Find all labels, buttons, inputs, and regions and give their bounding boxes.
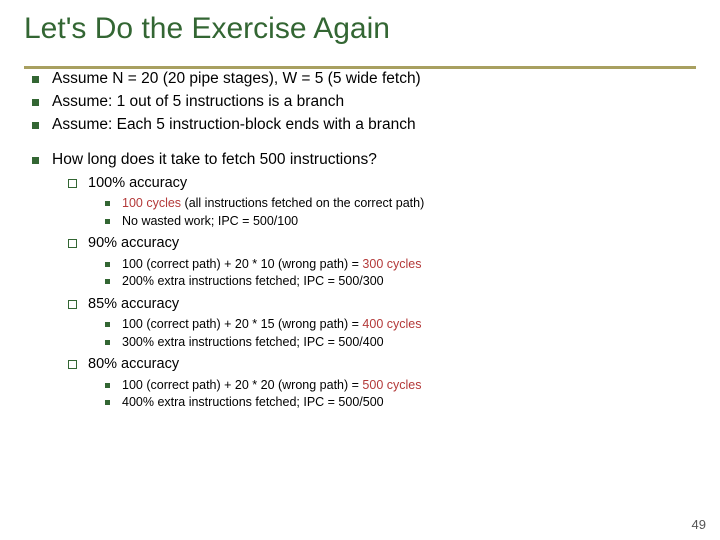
cycles-accent: 500 cycles (362, 378, 421, 392)
detail-pre: 100 (correct path) + 20 * 20 (wrong path… (122, 378, 362, 392)
spacer (26, 138, 696, 148)
case-label: 80% accuracy (88, 356, 179, 372)
case-item: 85% accuracy 100 (correct path) + 20 * 1… (62, 295, 696, 352)
cycles-accent: 400 cycles (362, 317, 421, 331)
slide-title: Let's Do the Exercise Again (24, 12, 696, 50)
cycles-accent: 300 cycles (362, 257, 421, 271)
page-number: 49 (692, 517, 706, 532)
detail-line: 100 (correct path) + 20 * 20 (wrong path… (98, 377, 696, 395)
assumption-item: Assume N = 20 (20 pipe stages), W = 5 (5… (26, 69, 696, 90)
case-label: 85% accuracy (88, 296, 179, 312)
question-text: How long does it take to fetch 500 instr… (52, 151, 377, 168)
assumption-item: Assume: Each 5 instruction-block ends wi… (26, 115, 696, 136)
content-list: Assume N = 20 (20 pipe stages), W = 5 (5… (24, 69, 696, 412)
cycles-accent: 100 cycles (122, 196, 181, 210)
case-label: 90% accuracy (88, 235, 179, 251)
detail-line: No wasted work; IPC = 500/100 (98, 213, 696, 231)
detail-pre: 100 (correct path) + 20 * 10 (wrong path… (122, 257, 362, 271)
detail-pre: 300% extra instructions fetched; IPC = 5… (122, 335, 384, 349)
question-item: How long does it take to fetch 500 instr… (26, 150, 696, 412)
detail-line: 100 cycles (all instructions fetched on … (98, 195, 696, 213)
detail-pre: 400% extra instructions fetched; IPC = 5… (122, 395, 384, 409)
case-item: 90% accuracy 100 (correct path) + 20 * 1… (62, 234, 696, 291)
case-details: 100 cycles (all instructions fetched on … (88, 195, 696, 230)
detail-line: 200% extra instructions fetched; IPC = 5… (98, 273, 696, 291)
cases-list: 100% accuracy 100 cycles (all instructio… (52, 174, 696, 412)
detail-pre: 100 (correct path) + 20 * 15 (wrong path… (122, 317, 362, 331)
detail-pre: No wasted work; IPC = 500/100 (122, 214, 298, 228)
case-item: 100% accuracy 100 cycles (all instructio… (62, 174, 696, 231)
case-details: 100 (correct path) + 20 * 15 (wrong path… (88, 316, 696, 351)
case-details: 100 (correct path) + 20 * 10 (wrong path… (88, 256, 696, 291)
case-item: 80% accuracy 100 (correct path) + 20 * 2… (62, 355, 696, 412)
detail-line: 100 (correct path) + 20 * 10 (wrong path… (98, 256, 696, 274)
assumption-item: Assume: 1 out of 5 instructions is a bra… (26, 92, 696, 113)
detail-line: 300% extra instructions fetched; IPC = 5… (98, 334, 696, 352)
case-label: 100% accuracy (88, 175, 187, 191)
case-details: 100 (correct path) + 20 * 20 (wrong path… (88, 377, 696, 412)
detail-pre: 200% extra instructions fetched; IPC = 5… (122, 274, 384, 288)
detail-line: 100 (correct path) + 20 * 15 (wrong path… (98, 316, 696, 334)
detail-post: (all instructions fetched on the correct… (181, 196, 424, 210)
detail-line: 400% extra instructions fetched; IPC = 5… (98, 394, 696, 412)
